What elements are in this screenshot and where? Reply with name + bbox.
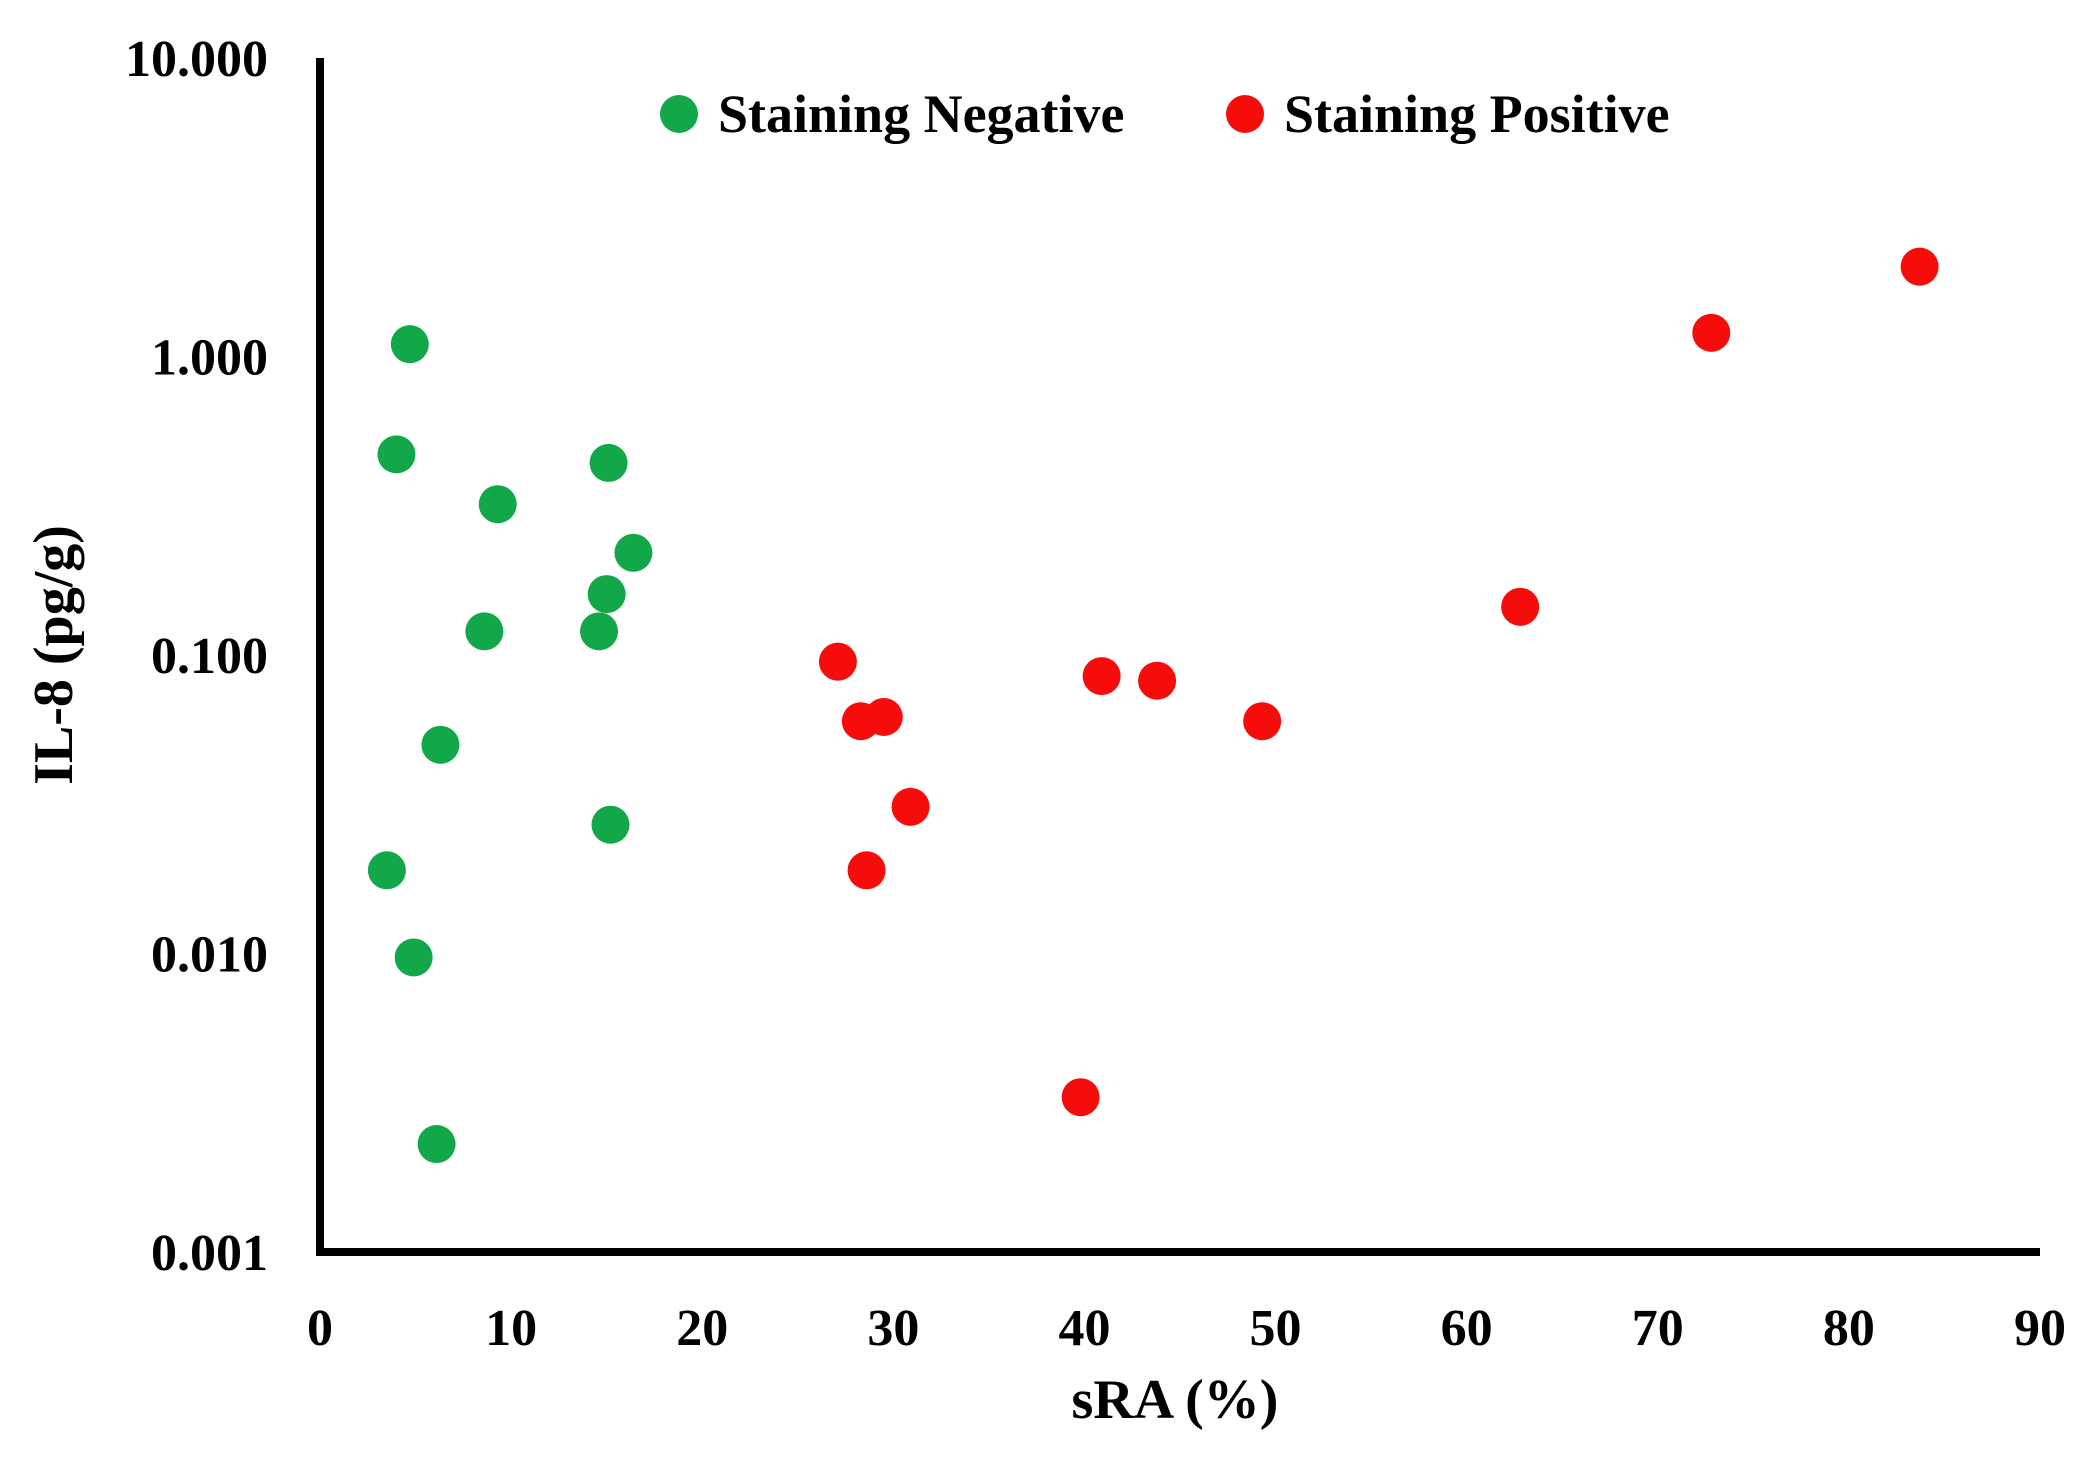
x-tick-label: 60 bbox=[1441, 1300, 1493, 1357]
legend-label-positive: Staining Positive bbox=[1284, 84, 1670, 144]
y-tick-label: 1.000 bbox=[151, 330, 268, 387]
data-point bbox=[1243, 702, 1282, 741]
data-point bbox=[818, 642, 857, 681]
series-positive bbox=[818, 247, 1939, 1117]
data-point bbox=[367, 851, 406, 890]
legend-label-negative: Staining Negative bbox=[718, 84, 1125, 144]
data-point bbox=[478, 485, 517, 524]
legend-marker-positive bbox=[1226, 95, 1264, 133]
y-tick-label: 0.001 bbox=[151, 1225, 268, 1282]
x-tick-labels: 0 10 20 30 40 50 60 70 80 90 bbox=[307, 1300, 2066, 1357]
x-tick-label: 90 bbox=[2014, 1300, 2066, 1357]
y-axis-title: IL-8 (pg/g) bbox=[23, 525, 85, 785]
x-tick-label: 80 bbox=[1823, 1300, 1875, 1357]
series-negative bbox=[367, 325, 653, 1164]
x-tick-label: 50 bbox=[1250, 1300, 1302, 1357]
x-tick-label: 40 bbox=[1058, 1300, 1110, 1357]
data-point bbox=[1061, 1078, 1100, 1117]
y-tick-label: 0.010 bbox=[151, 927, 268, 984]
data-point bbox=[891, 787, 930, 826]
legend-item-negative: Staining Negative bbox=[660, 84, 1125, 144]
data-point bbox=[614, 533, 653, 572]
data-point bbox=[1501, 587, 1540, 626]
data-point bbox=[591, 805, 630, 844]
data-points bbox=[367, 247, 1939, 1164]
x-axis-title: sRA (%) bbox=[1072, 1369, 1279, 1431]
x-tick-label: 20 bbox=[676, 1300, 728, 1357]
data-point bbox=[421, 725, 460, 764]
data-point bbox=[580, 612, 619, 651]
y-tick-labels: 0.001 0.010 0.100 1.000 10.000 bbox=[125, 31, 268, 1282]
data-point bbox=[847, 851, 886, 890]
data-point bbox=[1138, 661, 1177, 700]
y-tick-label: 10.000 bbox=[125, 31, 268, 88]
x-tick-label: 30 bbox=[867, 1300, 919, 1357]
y-tick-label: 0.100 bbox=[151, 628, 268, 685]
data-point bbox=[390, 325, 429, 364]
legend: Staining Negative Staining Positive bbox=[660, 84, 1670, 144]
data-point bbox=[589, 443, 628, 482]
data-point bbox=[1900, 247, 1939, 286]
legend-item-positive: Staining Positive bbox=[1226, 84, 1670, 144]
data-point bbox=[394, 938, 433, 977]
data-point bbox=[1082, 657, 1121, 696]
x-tick-label: 0 bbox=[307, 1300, 333, 1357]
axes bbox=[316, 58, 2040, 1256]
x-tick-label: 10 bbox=[485, 1300, 537, 1357]
data-point bbox=[417, 1125, 456, 1164]
data-point bbox=[377, 435, 416, 474]
legend-marker-negative bbox=[660, 95, 698, 133]
x-tick-label: 70 bbox=[1632, 1300, 1684, 1357]
data-point bbox=[587, 575, 626, 614]
data-point bbox=[864, 697, 903, 736]
data-point bbox=[465, 612, 504, 651]
data-point bbox=[1692, 313, 1731, 352]
